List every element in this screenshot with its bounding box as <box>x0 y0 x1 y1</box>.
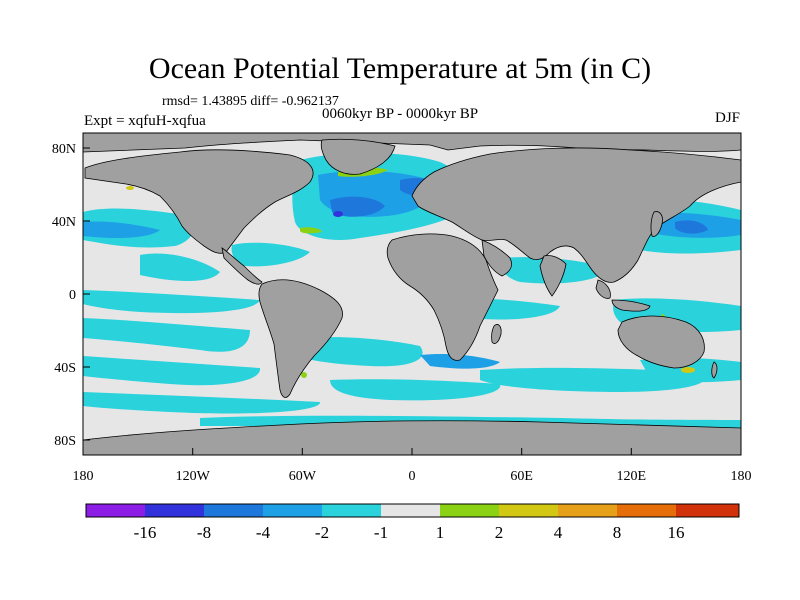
lat-label-80s: 80S <box>54 434 76 449</box>
australia-land <box>617 315 705 369</box>
antarctica-land <box>83 420 741 455</box>
colorbar-frame <box>85 503 740 518</box>
arabia-land <box>481 239 512 277</box>
anomaly-darkblue <box>333 211 343 217</box>
colorbar-label: -2 <box>315 523 329 542</box>
colorbar-label: 2 <box>495 523 504 542</box>
colorbar-label: -8 <box>197 523 211 542</box>
madagascar-land <box>491 324 502 344</box>
colorbar-swatch <box>86 504 145 517</box>
japan-land <box>650 211 663 237</box>
map-plot-area <box>83 133 741 455</box>
colorbar-swatch <box>381 504 440 517</box>
colorbar-swatch <box>499 504 558 517</box>
colorbar-label: 16 <box>668 523 685 542</box>
colorbar-swatch <box>322 504 381 517</box>
eurasia-land <box>411 147 741 283</box>
colorbar-swatch <box>440 504 499 517</box>
lon-label-0: 0 <box>409 469 416 484</box>
land-masses <box>83 133 741 455</box>
lat-ticks <box>83 147 90 441</box>
lat-labels: 80N 40N 0 40S 80S <box>52 142 76 449</box>
colorbar-label: -1 <box>374 523 388 542</box>
colorbar-label: 8 <box>613 523 622 542</box>
north-america-land <box>84 149 314 254</box>
greenland-land <box>320 138 396 175</box>
period-label: 0060kyr BP - 0000kyr BP <box>322 106 479 122</box>
lon-label-120w: 120W <box>176 469 211 484</box>
colorbar-swatch <box>204 504 263 517</box>
india-land <box>539 255 567 297</box>
africa-land <box>386 233 499 361</box>
central-america-land <box>221 247 263 285</box>
lon-label-180w: 180 <box>73 469 94 484</box>
lat-label-40n: 40N <box>52 215 76 230</box>
colorbar-swatch <box>617 504 676 517</box>
south-america-land <box>258 279 343 398</box>
lon-label-60e: 60E <box>510 469 533 484</box>
colorbar-label: -16 <box>134 523 157 542</box>
colorbar <box>85 503 740 518</box>
colorbar-swatch <box>558 504 617 517</box>
lon-label-60w: 60W <box>289 469 317 484</box>
arctic-land <box>83 133 741 153</box>
lon-label-120e: 120E <box>617 469 647 484</box>
colorbar-swatch <box>145 504 204 517</box>
colorbar-label: -4 <box>256 523 271 542</box>
indonesia-land <box>595 279 651 312</box>
new-zealand-land <box>711 361 718 379</box>
colorbar-labels: -16 -8 -4 -2 -1 1 2 4 8 16 <box>134 523 685 542</box>
experiment-label: Expt = xqfuH-xqfua <box>84 113 206 129</box>
lat-label-0: 0 <box>69 288 76 303</box>
lat-label-40s: 40S <box>54 361 76 376</box>
statistics-label: rmsd= 1.43895 diff= -0.962137 <box>162 94 339 109</box>
lat-label-80n: 80N <box>52 142 76 157</box>
lon-ticks <box>82 448 742 455</box>
colorbar-label: 4 <box>554 523 563 542</box>
colorbar-swatch <box>263 504 322 517</box>
anomaly-yellow <box>126 186 695 373</box>
colorbar-label: 1 <box>436 523 445 542</box>
colorbar-swatch <box>676 504 739 517</box>
season-label: DJF <box>714 110 740 126</box>
map-title: Ocean Potential Temperature at 5m (in C) <box>148 52 652 85</box>
lon-label-180e: 180 <box>731 469 752 484</box>
lon-labels: 180 120W 60W 0 60E 120E 180 <box>73 469 752 484</box>
